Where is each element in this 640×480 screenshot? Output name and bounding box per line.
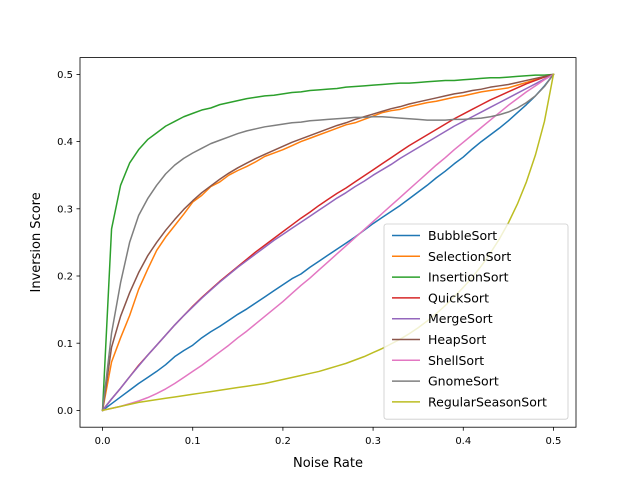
legend-label: BubbleSort <box>428 228 497 243</box>
y-tick-label: 0.2 <box>57 272 73 283</box>
x-axis: 0.0 0.1 0.2 0.3 0.4 0.5 <box>95 427 562 447</box>
legend-label: QuickSort <box>428 290 489 305</box>
legend-label: MergeSort <box>428 311 493 326</box>
legend-label: ShellSort <box>428 353 484 368</box>
x-tick-label: 0.2 <box>275 436 291 447</box>
x-tick-label: 0.5 <box>546 436 562 447</box>
x-tick-label: 0.3 <box>365 436 381 447</box>
y-axis: 0.0 0.1 0.2 0.3 0.4 0.5 <box>57 70 80 417</box>
y-tick-label: 0.5 <box>57 70 73 81</box>
legend-label: InsertionSort <box>428 270 509 285</box>
y-axis-label: Inversion Score <box>29 192 44 292</box>
x-axis-label: Noise Rate <box>293 456 363 471</box>
y-tick-label: 0.3 <box>57 204 73 215</box>
series-layer <box>101 73 555 412</box>
series-line-selectionsort <box>101 73 555 412</box>
legend: BubbleSort SelectionSort InsertionSort Quic… <box>383 223 569 420</box>
series-line-mergesort <box>101 73 555 412</box>
x-tick-label: 0.1 <box>185 436 201 447</box>
y-tick-label: 0.0 <box>57 406 73 417</box>
legend-label: SelectionSort <box>428 249 511 264</box>
series-line-bubblesort <box>101 73 555 412</box>
y-tick-label: 0.4 <box>57 137 73 148</box>
legend-label: GnomeSort <box>428 374 499 389</box>
legend-label: HeapSort <box>428 332 486 347</box>
plot-frame <box>79 57 577 428</box>
x-tick-label: 0.4 <box>455 436 471 447</box>
x-tick-label: 0.0 <box>95 436 111 447</box>
legend-box <box>383 223 569 420</box>
series-line-gnomesort <box>101 73 555 412</box>
series-line-shellsort <box>101 73 555 412</box>
series-line-insertionsort <box>101 73 555 412</box>
legend-label: RegularSeasonSort <box>428 394 547 409</box>
series-line-heapsort <box>101 73 555 412</box>
y-tick-label: 0.1 <box>57 339 73 350</box>
